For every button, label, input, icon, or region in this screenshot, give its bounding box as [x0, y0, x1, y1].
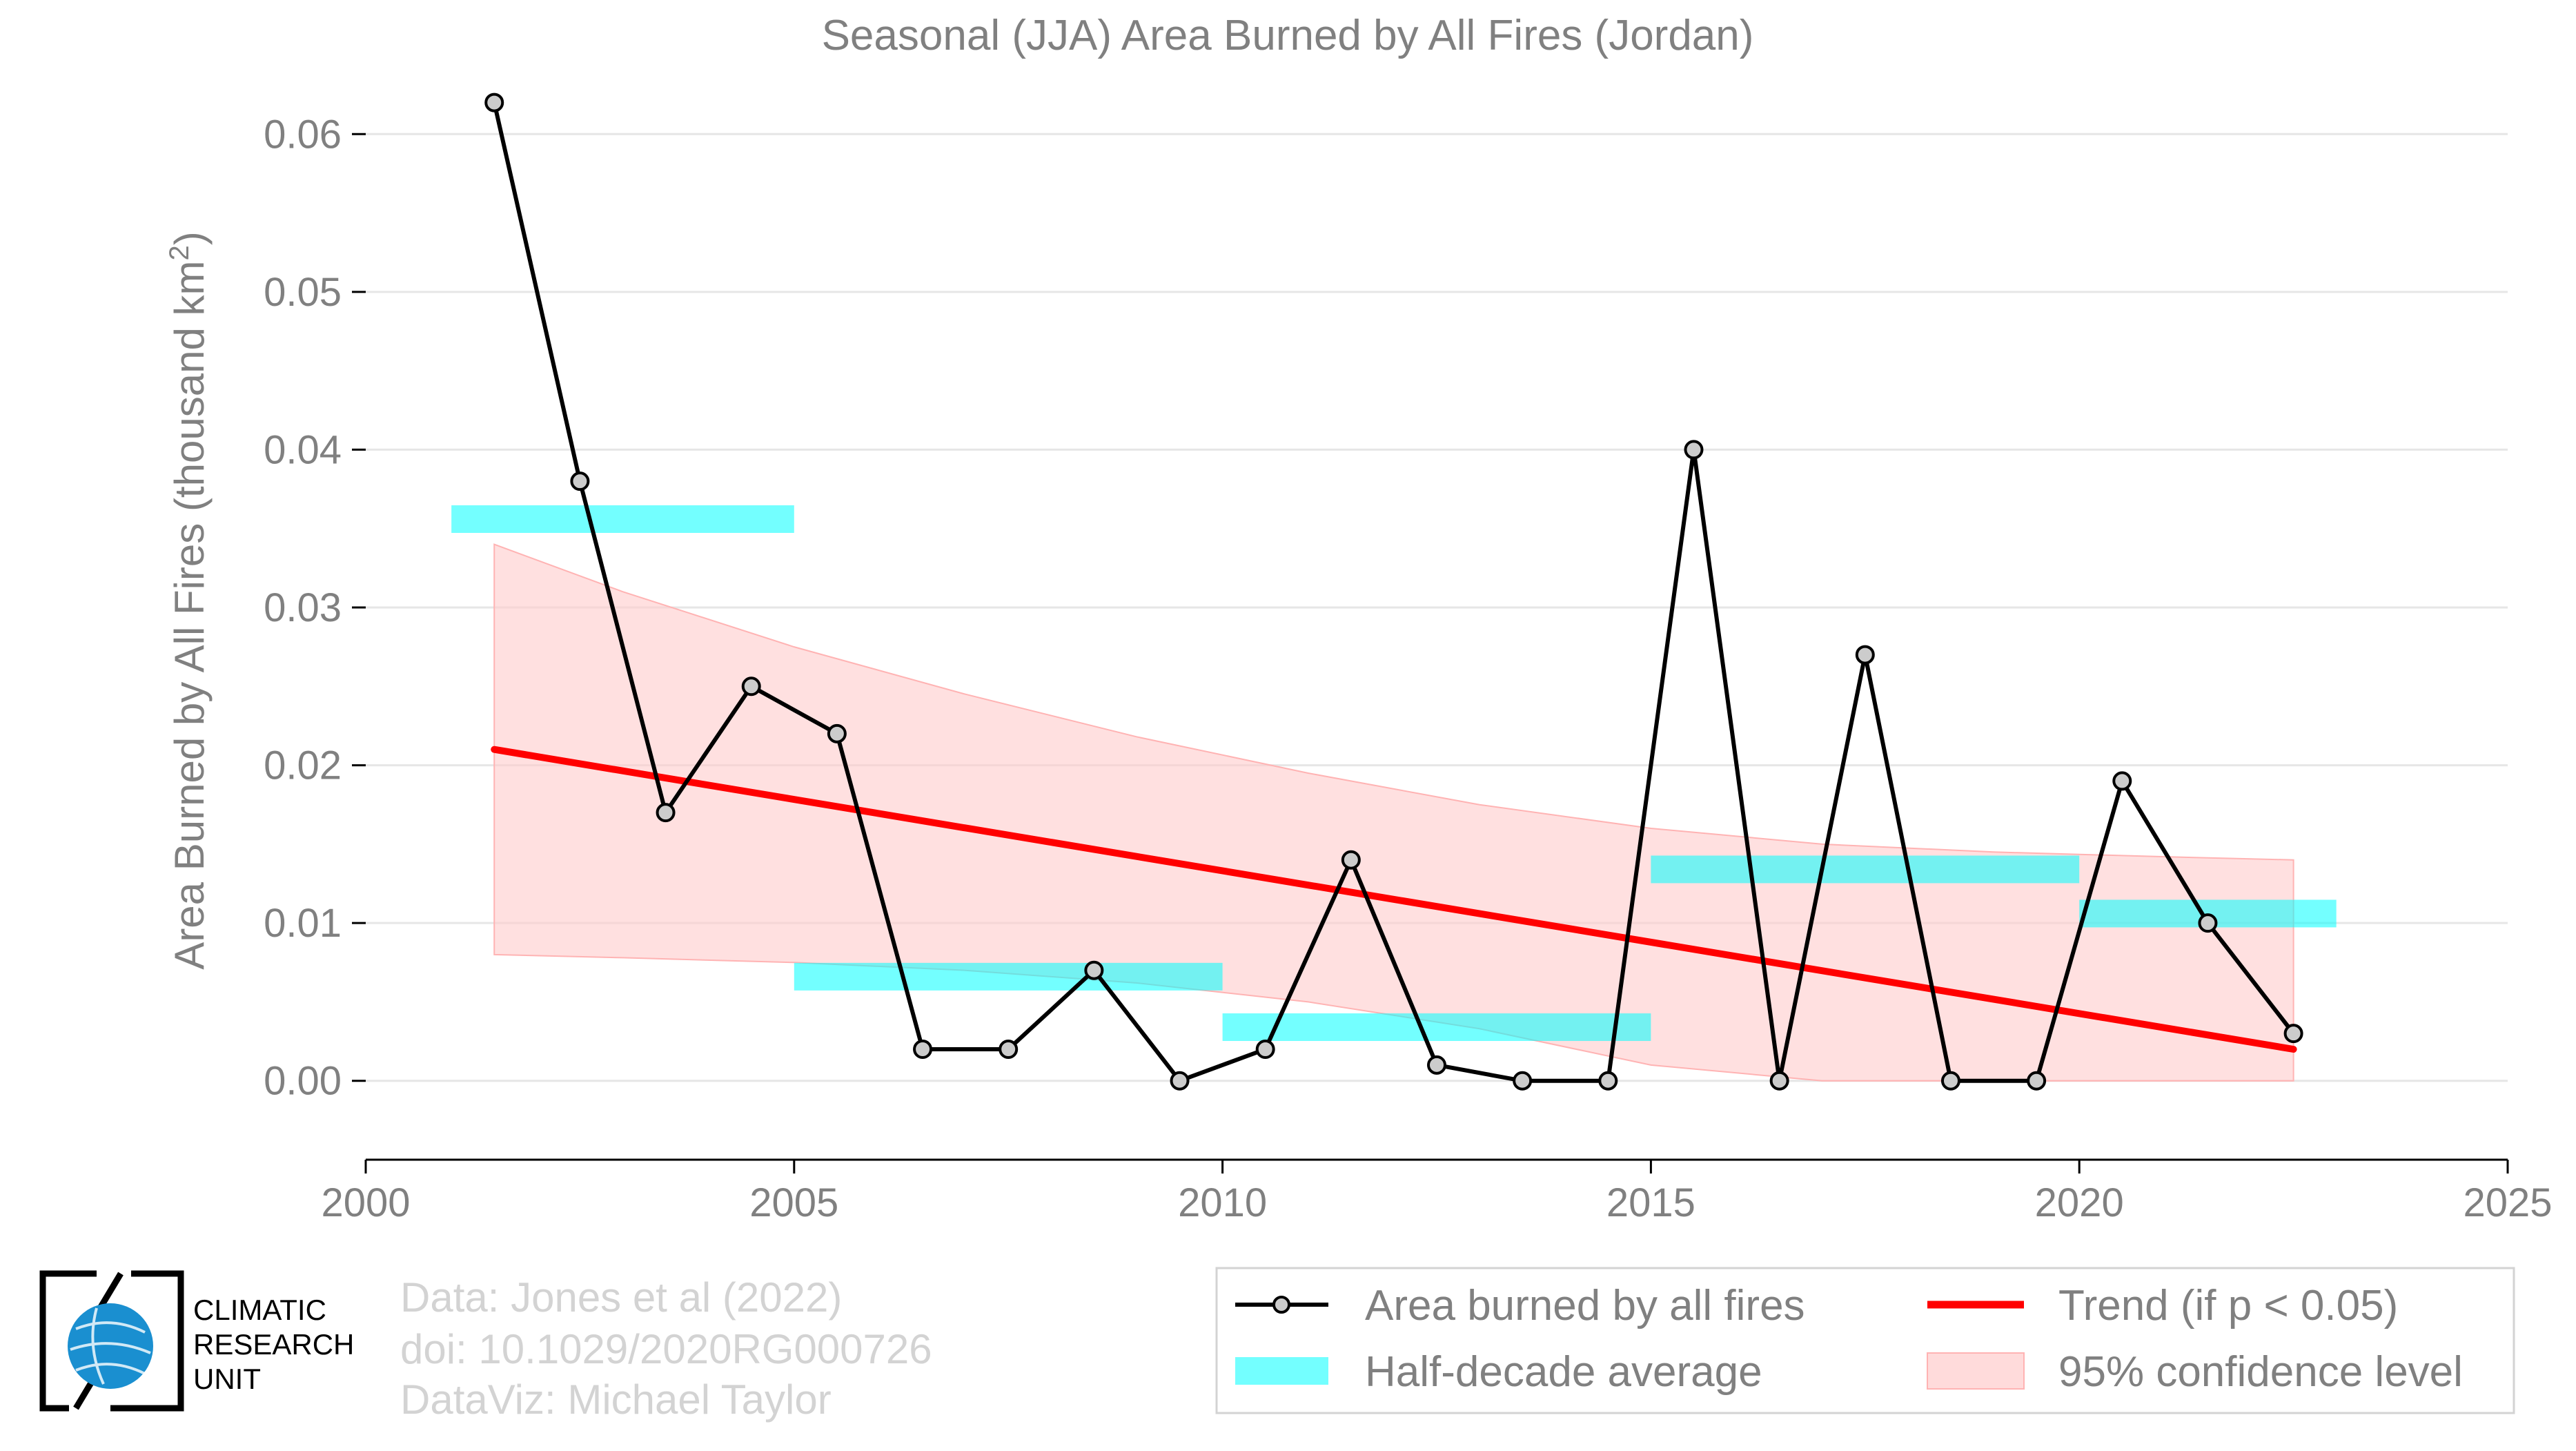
legend-half-decade-swatch	[1235, 1357, 1328, 1385]
y-tick-label: 0.04	[264, 427, 342, 472]
legend-box	[1215, 1267, 2515, 1414]
legend-marker-swatch	[1272, 1296, 1290, 1314]
y-tick-label: 0.06	[264, 112, 342, 157]
data-point	[913, 1040, 933, 1059]
x-tick-label: 2010	[1178, 1180, 1267, 1225]
x-tick-label: 2015	[1606, 1180, 1695, 1225]
credit-data: Data: Jones et al (2022)	[400, 1274, 842, 1321]
legend-label-trend: Trend (if p < 0.05)	[2058, 1282, 2398, 1330]
legend-item-area: Area burned by all fires	[1235, 1282, 1805, 1330]
logo-bracket-right	[110, 1270, 184, 1412]
y-axis-label: Area Burned by All Fires (thousand km2)	[164, 231, 213, 969]
data-point	[1513, 1071, 1533, 1091]
x-tick-label: 2020	[2035, 1180, 2124, 1225]
data-point	[1084, 960, 1104, 980]
trend-line	[491, 746, 2297, 1053]
credit-doi: doi: 10.1029/2020RG000726	[400, 1326, 932, 1372]
legend-label-confidence: 95% confidence level	[2058, 1348, 2463, 1396]
globe-lines-icon	[70, 1307, 151, 1385]
legend-confidence-swatch	[1927, 1352, 2025, 1390]
data-point	[2027, 1071, 2047, 1091]
x-tick-label: 2000	[321, 1180, 410, 1225]
logo-text-line1: CLIMATIC	[193, 1294, 326, 1326]
trend-line-group	[491, 746, 2297, 1053]
half-decade-bars	[451, 505, 2337, 1041]
data-point	[1598, 1071, 1618, 1091]
data-point	[1255, 1040, 1275, 1059]
half-decade-bar	[794, 962, 1223, 991]
data-point	[1940, 1071, 1960, 1091]
logo-text-line3: UNIT	[193, 1363, 261, 1395]
y-tick-label: 0.01	[264, 901, 342, 946]
data-point	[2283, 1024, 2303, 1044]
data-point	[2112, 771, 2132, 791]
series-line-group	[492, 101, 2295, 1083]
half-decade-bar	[1222, 1013, 1651, 1041]
data-point	[999, 1040, 1019, 1059]
data-point	[570, 471, 590, 491]
confidence-band	[493, 543, 2294, 1082]
data-point	[827, 723, 847, 743]
data-point	[656, 803, 676, 823]
half-decade-bar	[1651, 855, 2080, 884]
legend-label-area: Area burned by all fires	[1365, 1282, 1805, 1330]
legend: Area burned by all fires Trend (if p < 0…	[1215, 1267, 2515, 1414]
data-point	[741, 676, 761, 697]
logo-bracket-left	[39, 1270, 97, 1412]
chart-title: Seasonal (JJA) Area Burned by All Fires …	[822, 12, 1754, 59]
data-point	[1170, 1071, 1190, 1091]
data-point	[1427, 1055, 1446, 1075]
logo-text-line2: RESEARCH	[193, 1328, 354, 1361]
y-tick-labels: 0.00 0.01 0.02 0.03 0.04 0.05 0.06	[264, 112, 342, 1103]
x-tick-label: 2005	[749, 1180, 838, 1225]
data-point	[1341, 850, 1361, 870]
y-tick-label: 0.03	[264, 585, 342, 630]
legend-item-confidence: 95% confidence level	[1927, 1348, 2463, 1396]
data-point	[484, 92, 504, 113]
x-tick-label: 2025	[2463, 1180, 2552, 1225]
credit-dataviz: DataViz: Michael Taylor	[400, 1376, 832, 1423]
half-decade-bar	[451, 505, 794, 533]
data-point	[1684, 440, 1704, 460]
y-tick-label: 0.00	[264, 1059, 342, 1104]
data-point	[1855, 645, 1875, 665]
cru-logo: CLIMATIC RESEARCH UNIT	[39, 1270, 354, 1412]
y-tick-label: 0.02	[264, 743, 342, 788]
x-ticks: 2000 2005 2010 2015 2020 2025	[321, 1160, 2553, 1225]
series-points	[484, 92, 2303, 1091]
data-point	[2198, 913, 2218, 933]
data-point	[1769, 1071, 1789, 1091]
y-tick-label: 0.05	[264, 270, 342, 315]
legend-item-trend: Trend (if p < 0.05)	[1927, 1282, 2398, 1330]
series-line	[492, 101, 2295, 1083]
legend-label-half-decade: Half-decade average	[1365, 1348, 1762, 1396]
credits: Data: Jones et al (2022) doi: 10.1029/20…	[400, 1274, 932, 1423]
confidence-area	[493, 543, 2294, 1082]
legend-item-half-decade: Half-decade average	[1235, 1348, 1762, 1396]
